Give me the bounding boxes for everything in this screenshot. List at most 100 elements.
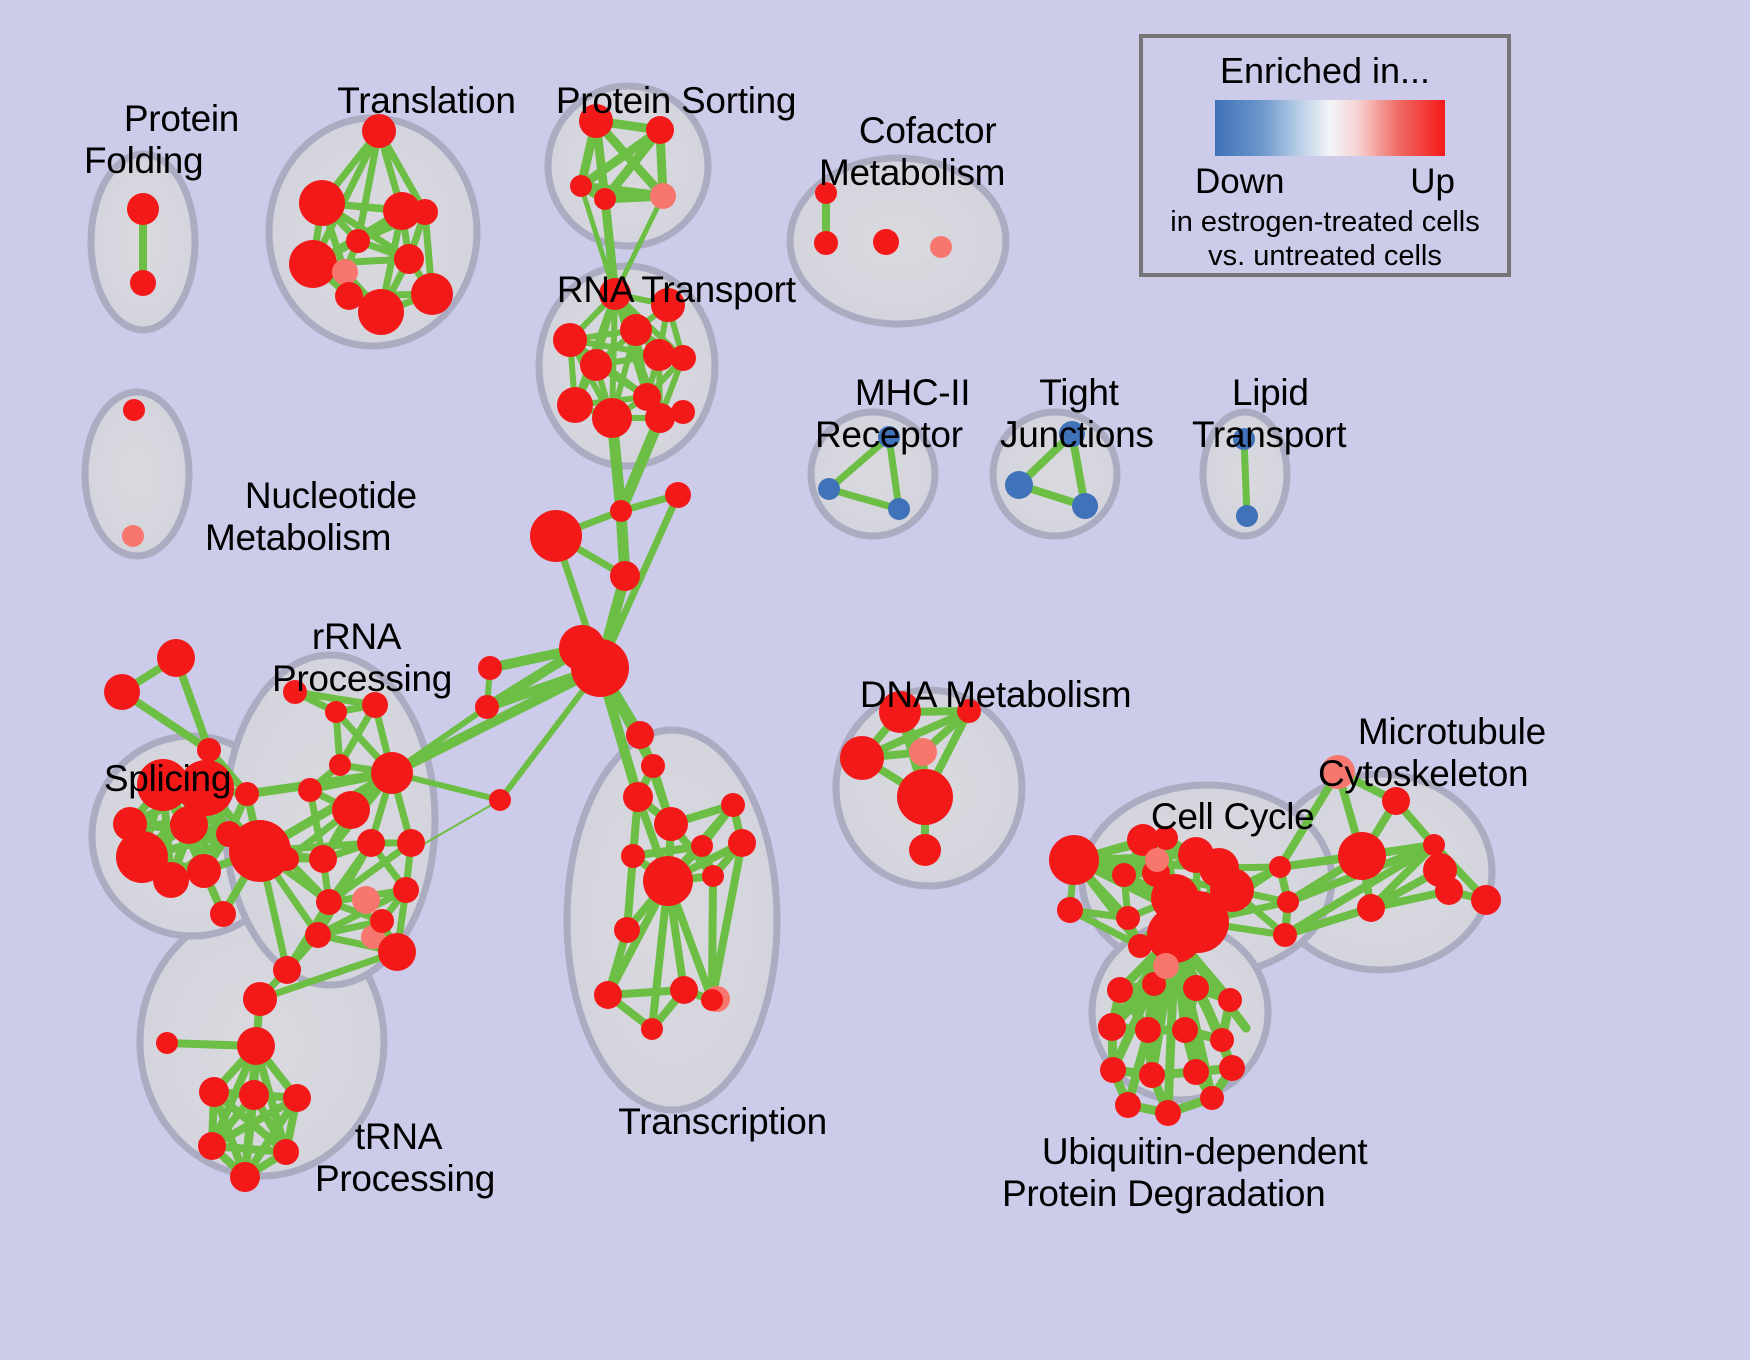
node-up: [1116, 906, 1140, 930]
node-up: [702, 865, 724, 887]
node-up: [646, 116, 674, 144]
node-up: [153, 862, 189, 898]
node-up: [1049, 835, 1099, 885]
label-cell-cycle: Cell Cycle: [1150, 796, 1315, 838]
node-up: [362, 114, 396, 148]
node-up: [332, 791, 370, 829]
label-mhc-ii-receptor: MHC-II Receptor: [815, 372, 971, 455]
node-up: [670, 976, 698, 1004]
node-up: [178, 760, 234, 816]
node-up: [840, 736, 884, 780]
node-up-hub: [1147, 907, 1203, 963]
node-up: [210, 901, 236, 927]
node-up-hub: [571, 639, 629, 697]
node-up: [370, 909, 394, 933]
node-up: [592, 398, 632, 438]
node-up: [1183, 1059, 1209, 1085]
node-up: [1107, 977, 1133, 1003]
node-up: [1128, 934, 1152, 958]
node-up: [557, 387, 593, 423]
legend-sub-line-2: vs. untreated cells: [1208, 240, 1442, 272]
node-up: [1471, 885, 1501, 915]
node-up: [645, 403, 675, 433]
label-protein-sorting: Protein Sorting: [555, 80, 797, 122]
node-up: [475, 695, 499, 719]
node-up: [1135, 1017, 1161, 1043]
node-up: [594, 981, 622, 1009]
node-up: [383, 192, 421, 230]
node-up: [1200, 1086, 1224, 1110]
node-up: [633, 383, 661, 411]
node-up: [104, 674, 140, 710]
node-up-mid: [352, 886, 380, 914]
hull-nucleotide-metabolism: [81, 388, 193, 560]
node-up: [346, 229, 370, 253]
label-rrna-processing: rRNA Processing: [272, 616, 453, 699]
node-up-mid: [650, 183, 676, 209]
node-up: [273, 956, 301, 984]
node-up: [641, 1018, 663, 1040]
node-up: [1273, 923, 1297, 947]
node-up-mid: [930, 236, 952, 258]
node-up: [198, 1132, 226, 1160]
legend-high-label: Up: [1410, 162, 1455, 201]
node-up: [230, 1162, 260, 1192]
node-up: [305, 922, 331, 948]
node-down: [878, 426, 900, 448]
legend-box: Enriched in... Down Up in estrogen-treat…: [1139, 34, 1511, 277]
node-up: [235, 782, 259, 806]
node-up: [1435, 877, 1463, 905]
node-up: [123, 399, 145, 421]
node-up: [1277, 891, 1299, 913]
node-up: [127, 193, 159, 225]
node-up: [1423, 834, 1445, 856]
node-up: [362, 692, 388, 718]
node-up: [654, 807, 688, 841]
node-up: [1218, 988, 1242, 1012]
node-up: [1210, 1028, 1234, 1052]
node-up: [643, 339, 675, 371]
node-up-mid: [1145, 848, 1169, 872]
legend-title: Enriched in...: [1219, 50, 1431, 91]
node-up: [411, 273, 453, 315]
label-ubiquitin-degradation: Ubiquitin-dependent Protein Degradation: [1002, 1131, 1368, 1214]
node-up: [197, 738, 221, 762]
node-down: [1236, 505, 1258, 527]
node-up: [651, 288, 685, 322]
node-up: [478, 656, 502, 680]
node-up: [530, 510, 582, 562]
node-up: [393, 877, 419, 903]
node-down: [888, 498, 910, 520]
node-up: [1219, 1055, 1245, 1081]
label-nucleotide-metabolism: Nucleotide Metabolism: [205, 475, 417, 558]
node-up: [378, 933, 416, 971]
node-up: [239, 1080, 269, 1110]
node-up: [873, 229, 899, 255]
node-up: [283, 1084, 311, 1112]
node-up: [665, 482, 691, 508]
node-up: [116, 831, 168, 883]
node-up: [289, 240, 337, 288]
label-splicing: Splicing: [103, 758, 232, 800]
node-up-hub: [1338, 832, 1386, 880]
node-up-mid: [909, 738, 937, 766]
node-up-mid: [1153, 953, 1179, 979]
label-tight-junctions: Tight Junctions: [1000, 372, 1154, 455]
legend-sub-line-1: in estrogen-treated cells: [1170, 206, 1480, 238]
node-up: [670, 345, 696, 371]
node-up: [815, 182, 837, 204]
legend-color-bar: [1215, 100, 1445, 156]
node-up: [130, 270, 156, 296]
node-up: [329, 754, 351, 776]
node-up: [273, 1139, 299, 1165]
node-up: [187, 854, 221, 888]
node-up-hub: [897, 769, 953, 825]
node-up: [1115, 1092, 1141, 1118]
node-up: [641, 754, 665, 778]
node-up: [909, 834, 941, 866]
node-up: [298, 778, 322, 802]
node-up: [1357, 894, 1385, 922]
node-up: [397, 829, 425, 857]
node-up: [316, 889, 342, 915]
